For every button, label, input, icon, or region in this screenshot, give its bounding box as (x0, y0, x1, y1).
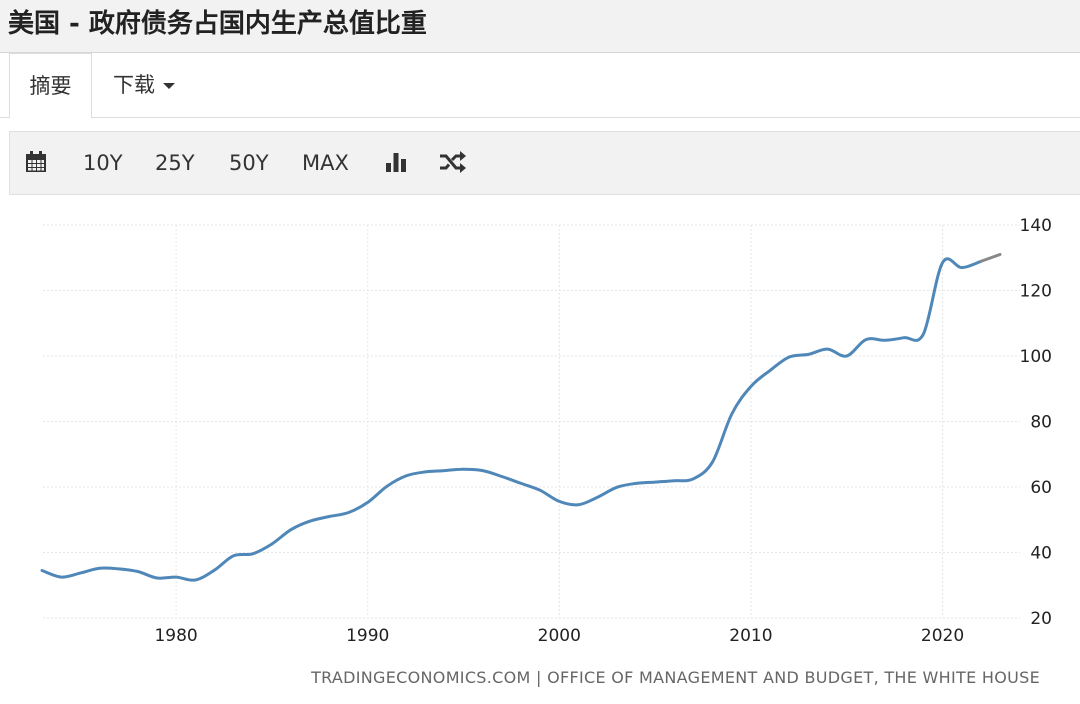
caret-down-icon (163, 83, 175, 89)
tab-download[interactable]: 下载 (113, 53, 175, 117)
range-25y-button[interactable]: 25Y (155, 151, 195, 175)
y-tick-label: 100 (1020, 347, 1052, 367)
series-line-forecast (979, 252, 1002, 263)
calendar-button[interactable] (25, 132, 47, 196)
title-bar: 美国 - 政府债务占国内生产总值比重 (0, 0, 1080, 53)
shuffle-icon (440, 151, 466, 173)
tab-bar: 摘要 下载 (0, 53, 1080, 118)
series-line-debt (40, 257, 983, 582)
x-tick-label: 2000 (538, 626, 581, 646)
page-title: 美国 - 政府债务占国内生产总值比重 (8, 9, 427, 39)
x-tick-label: 2020 (921, 626, 964, 646)
tab-summary[interactable]: 摘要 (9, 53, 92, 118)
chart-area: 1980 1990 2000 2010 2020 20 40 60 80 100 120 140 (0, 195, 1080, 704)
bar-chart-icon (386, 153, 406, 172)
y-tick-label: 60 (1030, 478, 1052, 498)
x-tick-label: 1980 (154, 626, 197, 646)
y-tick-label: 20 (1030, 609, 1052, 629)
debt-to-gdp-line-chart: 1980 1990 2000 2010 2020 20 40 60 80 100 120 140 (40, 216, 1052, 646)
tab-download-label: 下载 (113, 73, 155, 97)
y-tick-label: 40 (1030, 544, 1052, 564)
x-tick-label: 1990 (346, 626, 389, 646)
range-50y-button[interactable]: 50Y (229, 151, 269, 175)
y-tick-label: 80 (1030, 413, 1052, 433)
chart-type-button[interactable] (385, 132, 407, 196)
y-tick-label: 120 (1020, 282, 1052, 302)
range-10y-button[interactable]: 10Y (83, 151, 123, 175)
calendar-icon (26, 151, 46, 172)
y-tick-label: 140 (1020, 216, 1052, 236)
chart-toolbar: 10Y 25Y 50Y MAX (9, 131, 1080, 195)
source-credit: TRADINGECONOMICS.COM | OFFICE OF MANAGEM… (311, 668, 1040, 687)
random-compare-button[interactable] (439, 132, 467, 196)
x-tick-label: 2010 (729, 626, 772, 646)
range-max-button[interactable]: MAX (302, 151, 349, 175)
